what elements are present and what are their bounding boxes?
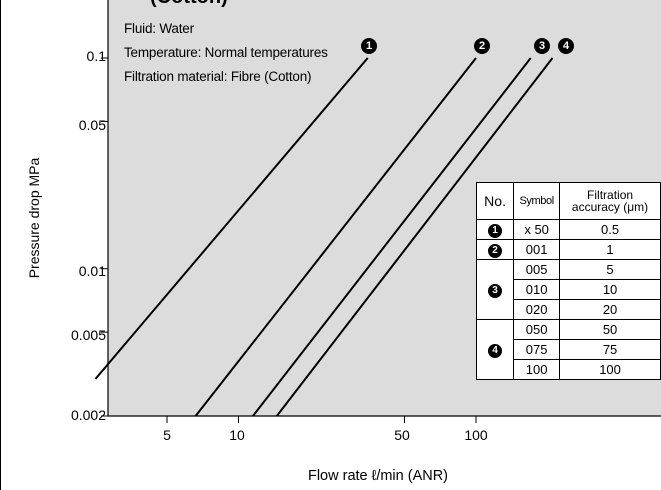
y-tick-label: 0.005: [70, 327, 106, 343]
accuracy-cell: 20: [559, 299, 661, 320]
x-tick-label: 50: [394, 427, 410, 443]
accuracy-cell: 5: [559, 259, 661, 280]
header-accuracy-line1: Filtration: [587, 188, 634, 202]
row-number-cell: 4: [475, 319, 515, 380]
symbol-cell: 005: [513, 259, 561, 280]
number-marker: 3: [488, 284, 503, 298]
symbol-cell: 075: [513, 339, 561, 360]
table-row: 100 100: [477, 359, 661, 380]
symbol-cell: 001: [513, 239, 561, 260]
row-number-cell: 3: [475, 259, 515, 320]
symbol-cell: 010: [513, 279, 561, 300]
y-tick-label: 0.1: [86, 48, 106, 64]
table-row: 4 050 50: [475, 319, 661, 380]
x-tick-label: 5: [163, 427, 171, 443]
symbol-cell: x 50: [513, 219, 561, 240]
number-marker: 2: [488, 244, 503, 258]
condition-fluid: Fluid: Water: [124, 21, 194, 36]
x-tick-marks: [166, 416, 477, 423]
header-symbol: Symbol: [513, 182, 561, 220]
table-row: 2 001 1: [475, 239, 661, 260]
y-tick-marks: [101, 57, 108, 417]
series-lines: [94, 57, 554, 417]
accuracy-cell: 50: [559, 319, 661, 340]
row-number-cell: 2: [475, 239, 515, 260]
symbol-cell: 050: [513, 319, 561, 340]
accuracy-cell: 0.5: [559, 219, 661, 240]
condition-material: Filtration material: Fibre (Cotton): [124, 69, 312, 84]
series-line-1: [94, 57, 369, 380]
header-accuracy-line2: accuracy (μm): [571, 200, 649, 214]
y-tick-label: 0.002: [70, 407, 106, 423]
y-tick-label: 0.01: [78, 263, 106, 279]
table-row: 020 20: [477, 299, 661, 320]
accuracy-cell: 100: [559, 359, 661, 380]
number-marker: 4: [488, 344, 503, 358]
header-no: No.: [475, 182, 515, 220]
series-line-2: [194, 57, 477, 417]
table-row: 1 x 50 0.5: [475, 219, 661, 240]
symbol-cell: 100: [513, 359, 561, 380]
number-marker: 1: [488, 224, 503, 238]
y-tick-label: 0.05: [78, 117, 106, 133]
x-tick-label: 100: [464, 427, 488, 443]
header-accuracy: Filtration accuracy (μm): [559, 182, 661, 220]
row-number-cell: 1: [475, 219, 515, 240]
y-axis-label: Pressure drop MPa: [26, 157, 42, 279]
chart-title: (Cotton): [150, 0, 228, 9]
series-marker-2: 2: [474, 38, 490, 54]
table-row: 3 005 5: [475, 259, 661, 320]
x-tick-label: 10: [229, 427, 245, 443]
series-marker-3: 3: [534, 38, 550, 54]
series-marker-1: 1: [361, 38, 377, 54]
table-header-row: No. Symbol Filtration accuracy (μm): [475, 182, 661, 220]
condition-temperature: Temperature: Normal temperatures: [124, 45, 328, 60]
accuracy-cell: 75: [559, 339, 661, 360]
series-line-4: [276, 57, 554, 417]
series-line-3: [252, 57, 532, 417]
series-marker-4: 4: [558, 38, 574, 54]
symbol-cell: 020: [513, 299, 561, 320]
accuracy-cell: 10: [559, 279, 661, 300]
x-axis-label: Flow rate ℓ/min (ANR): [307, 468, 449, 484]
filtration-accuracy-table: No. Symbol Filtration accuracy (μm) 1 x …: [475, 182, 661, 380]
accuracy-cell: 1: [559, 239, 661, 260]
